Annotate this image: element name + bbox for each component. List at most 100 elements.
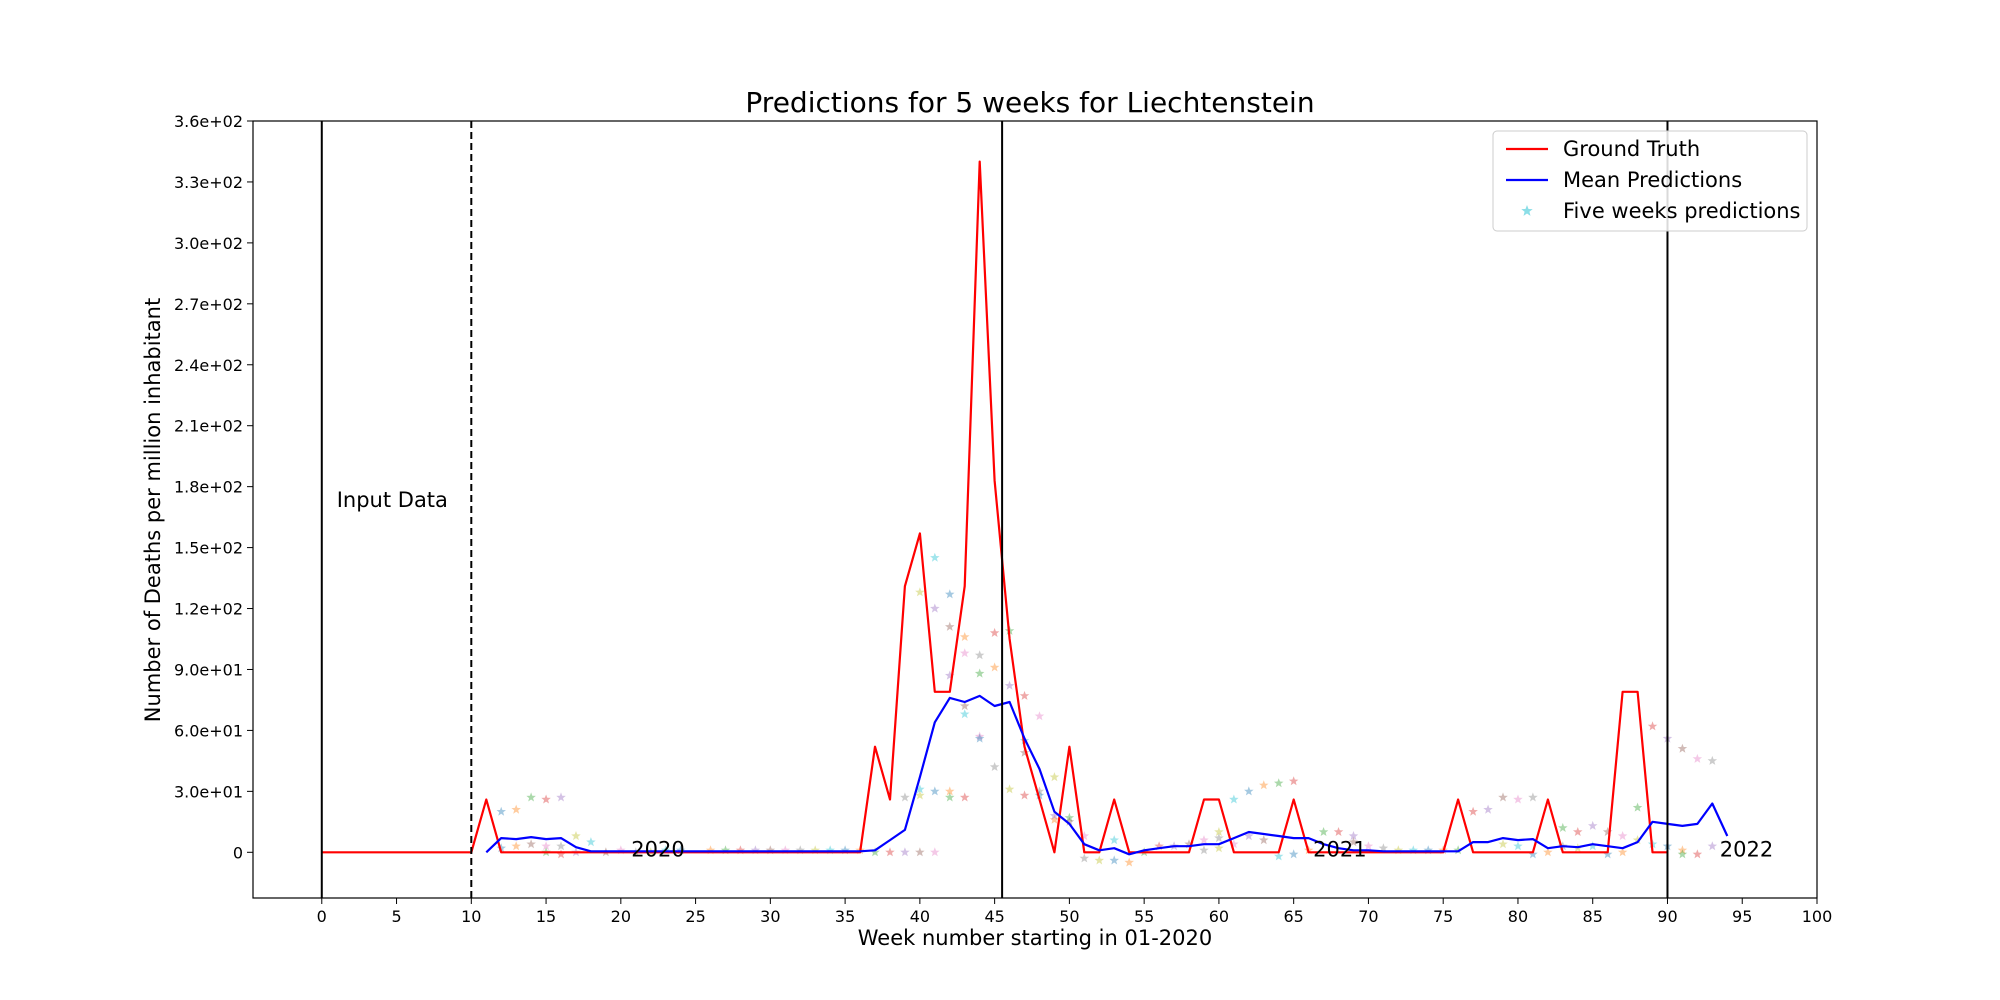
prediction-star xyxy=(735,845,746,855)
prediction-star xyxy=(750,845,761,855)
prediction-star xyxy=(945,786,955,796)
prediction-star xyxy=(1498,792,1508,802)
y-axis: 0 3.0e+01 6.0e+01 9.0e+01 1.2e+02 1.5e+02 1.8e… xyxy=(174,112,253,862)
prediction-star xyxy=(1034,711,1045,721)
prediction-star xyxy=(960,648,970,658)
prediction-star xyxy=(1423,845,1433,855)
prediction-star xyxy=(1109,855,1119,865)
prediction-star xyxy=(915,790,925,800)
legend: Ground Truth Mean Predictions Five weeks p… xyxy=(1492,130,1808,232)
prediction-star xyxy=(870,847,880,857)
prediction-star xyxy=(675,845,686,855)
x-tick-label: 0 xyxy=(317,907,327,926)
prediction-star xyxy=(1229,839,1239,849)
prediction-star xyxy=(1617,847,1628,857)
prediction-star xyxy=(1259,780,1269,790)
legend-label: Mean Predictions xyxy=(1563,168,1742,192)
prediction-star xyxy=(1004,784,1015,794)
prediction-star xyxy=(1588,820,1598,830)
y-tick-label: 2.4e+02 xyxy=(174,356,243,375)
prediction-star xyxy=(780,845,791,855)
prediction-star xyxy=(511,804,521,814)
y-tick-label: 3.6e+02 xyxy=(174,112,243,131)
prediction-star xyxy=(1109,835,1119,845)
vertical-markers xyxy=(320,121,1669,898)
prediction-star xyxy=(930,847,940,857)
prediction-star xyxy=(1214,843,1224,853)
prediction-star xyxy=(1019,747,1030,757)
prediction-star xyxy=(526,839,536,849)
five-week-predictions-series xyxy=(496,552,1718,867)
prediction-star xyxy=(1528,849,1538,859)
prediction-star xyxy=(1647,721,1658,731)
prediction-star xyxy=(1049,772,1060,782)
x-tick-label: 70 xyxy=(1358,907,1378,926)
prediction-star xyxy=(526,792,536,802)
x-tick-label: 40 xyxy=(910,907,930,926)
prediction-star xyxy=(1004,680,1015,690)
mean-predictions-line xyxy=(485,694,1729,856)
prediction-star xyxy=(974,668,985,678)
prediction-star xyxy=(511,841,521,851)
prediction-star xyxy=(1348,837,1359,847)
prediction-star xyxy=(989,627,1000,637)
x-tick-label: 85 xyxy=(1583,907,1603,926)
y-tick-label: 1.5e+02 xyxy=(174,539,243,558)
prediction-star xyxy=(1393,845,1404,855)
prediction-star xyxy=(974,731,985,741)
x-tick-label: 95 xyxy=(1732,907,1752,926)
prediction-star xyxy=(1707,755,1718,765)
prediction-star xyxy=(1558,822,1568,832)
prediction-star xyxy=(1184,839,1194,849)
prediction-star xyxy=(945,589,955,599)
x-tick-label: 5 xyxy=(391,907,401,926)
prediction-star xyxy=(1034,786,1045,796)
prediction-star xyxy=(1498,839,1508,849)
prediction-star xyxy=(1199,835,1209,845)
x-tick-label: 90 xyxy=(1657,907,1677,926)
prediction-star xyxy=(960,792,970,802)
annotation: Input Data xyxy=(337,488,448,512)
prediction-star xyxy=(989,662,1000,672)
prediction-star xyxy=(960,632,970,641)
prediction-star xyxy=(586,837,596,847)
prediction-star xyxy=(825,845,835,855)
prediction-star xyxy=(1199,845,1209,855)
prediction-star xyxy=(930,552,940,562)
prediction-star xyxy=(1318,827,1329,836)
y-tick-label: 3.3e+02 xyxy=(174,173,243,192)
y-tick-label: 2.7e+02 xyxy=(174,295,243,314)
plot-frame xyxy=(252,120,1818,899)
prediction-star xyxy=(1453,845,1463,855)
prediction-star xyxy=(840,845,850,855)
x-tick-label: 20 xyxy=(611,907,631,926)
prediction-star xyxy=(1019,690,1030,700)
prediction-star xyxy=(915,587,925,597)
prediction-star xyxy=(1124,857,1134,867)
x-tick-label: 55 xyxy=(1134,907,1154,926)
y-tick-label: 3.0e+02 xyxy=(174,234,243,253)
prediction-star xyxy=(765,845,776,855)
x-axis: 0 5 10 15 20 25 30 35 40 45 50 55 60 65 70 75 80 85 90 95 10… xyxy=(317,898,1832,926)
prediction-star xyxy=(496,806,506,816)
prediction-star xyxy=(616,845,626,855)
prediction-star xyxy=(1049,814,1060,824)
y-axis-label: Number of Deaths per million inhabitant xyxy=(141,298,165,722)
x-tick-label: 80 xyxy=(1508,907,1528,926)
x-tick-label: 65 xyxy=(1283,907,1303,926)
prediction-star xyxy=(1244,831,1254,841)
prediction-star xyxy=(1064,812,1075,822)
prediction-star xyxy=(1288,776,1299,786)
prediction-star xyxy=(900,792,910,802)
y-tick-label: 9.0e+01 xyxy=(174,660,243,679)
prediction-star xyxy=(1677,849,1688,859)
x-tick-label: 25 xyxy=(685,907,705,926)
prediction-star xyxy=(1214,827,1224,836)
annotation: 2022 xyxy=(1720,837,1773,861)
prediction-star xyxy=(1229,794,1239,804)
prediction-star xyxy=(945,670,955,680)
prediction-star xyxy=(541,841,551,851)
annotations: Input Data 2020 2021 2022 xyxy=(337,488,1774,861)
prediction-star xyxy=(795,845,805,855)
prediction-star xyxy=(1408,845,1418,855)
